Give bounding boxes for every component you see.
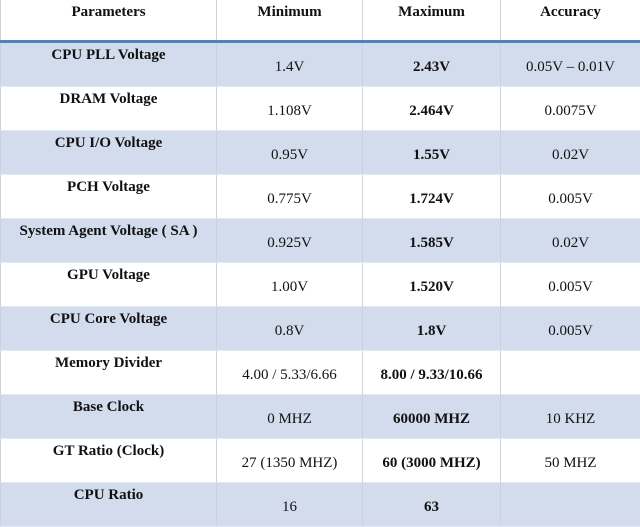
value-cell: 1.00V xyxy=(217,263,363,307)
header-cell: Parameters xyxy=(1,0,217,42)
header-cell: Maximum xyxy=(363,0,501,42)
parameter-cell: DRAM Voltage xyxy=(1,87,217,131)
value-cell: 0.0075V xyxy=(501,87,640,131)
value-cell: 1.55V xyxy=(363,131,501,175)
header-cell: Accuracy xyxy=(501,0,640,42)
value-cell: 1.724V xyxy=(363,175,501,219)
value-cell: 60000 MHZ xyxy=(363,395,501,439)
parameter-cell: PCH Voltage xyxy=(1,175,217,219)
parameter-cell: GT Ratio (Clock) xyxy=(1,439,217,483)
value-cell: 8.00 / 9.33/10.66 xyxy=(363,351,501,395)
value-cell: 1.520V xyxy=(363,263,501,307)
value-cell xyxy=(501,483,640,527)
value-cell: 60 (3000 MHZ) xyxy=(363,439,501,483)
value-cell: 1.108V xyxy=(217,87,363,131)
value-cell: 0.95V xyxy=(217,131,363,175)
value-cell: 1.585V xyxy=(363,219,501,263)
value-cell: 0.02V xyxy=(501,219,640,263)
value-cell: 0.005V xyxy=(501,307,640,351)
header-cell: Minimum xyxy=(217,0,363,42)
value-cell: 1.4V xyxy=(217,42,363,87)
value-cell: 0 MHZ xyxy=(217,395,363,439)
value-cell: 2.464V xyxy=(363,87,501,131)
value-cell: 0.8V xyxy=(217,307,363,351)
parameter-cell: Base Clock xyxy=(1,395,217,439)
parameter-cell: CPU I/O Voltage xyxy=(1,131,217,175)
value-cell: 63 xyxy=(363,483,501,527)
parameter-cell: System Agent Voltage ( SA ) xyxy=(1,219,217,263)
value-cell: 0.775V xyxy=(217,175,363,219)
value-cell xyxy=(501,351,640,395)
parameter-cell: CPU Core Voltage xyxy=(1,307,217,351)
table-row: GT Ratio (Clock)27 (1350 MHZ)60 (3000 MH… xyxy=(1,439,640,483)
value-cell: 50 MHZ xyxy=(501,439,640,483)
parameter-cell: Memory Divider xyxy=(1,351,217,395)
value-cell: 4.00 / 5.33/6.66 xyxy=(217,351,363,395)
value-cell: 0.05V – 0.01V xyxy=(501,42,640,87)
value-cell: 27 (1350 MHZ) xyxy=(217,439,363,483)
value-cell: 2.43V xyxy=(363,42,501,87)
parameter-cell: GPU Voltage xyxy=(1,263,217,307)
value-cell: 0.005V xyxy=(501,263,640,307)
parameter-cell: CPU PLL Voltage xyxy=(1,42,217,87)
value-cell: 0.02V xyxy=(501,131,640,175)
parameter-cell: CPU Ratio xyxy=(1,483,217,527)
value-cell: 0.005V xyxy=(501,175,640,219)
value-cell: 10 KHZ xyxy=(501,395,640,439)
value-cell: 16 xyxy=(217,483,363,527)
value-cell: 1.8V xyxy=(363,307,501,351)
value-cell: 0.925V xyxy=(217,219,363,263)
